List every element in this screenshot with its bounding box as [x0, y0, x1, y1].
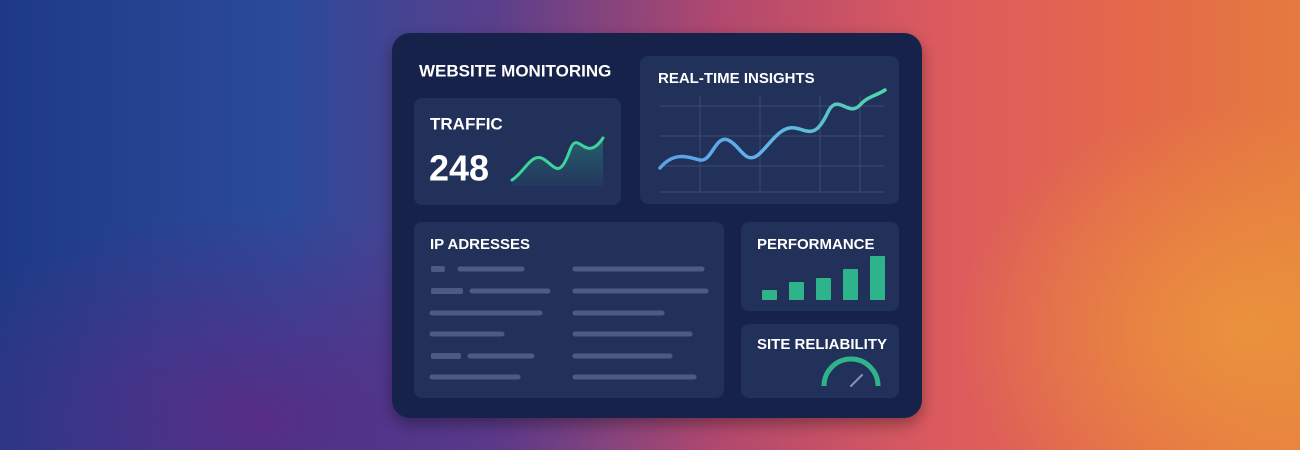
performance-title: PERFORMANCE	[757, 236, 875, 253]
ip-placeholder-glyphs	[431, 266, 463, 359]
traffic-title: TRAFFIC	[430, 114, 503, 133]
insights-card	[640, 56, 899, 204]
reliability-title: SITE RELIABILITY	[757, 336, 887, 353]
insights-title: REAL-TIME INSIGHTS	[658, 70, 815, 87]
reliability-gauge	[821, 356, 881, 387]
insights-line	[658, 88, 887, 170]
performance-card	[741, 222, 899, 311]
performance-bars	[762, 256, 885, 300]
insights-grid	[660, 96, 884, 193]
ip-placeholder-rows	[429, 266, 709, 380]
ip-title: IP ADRESSES	[430, 236, 530, 253]
traffic-sparkline	[510, 136, 605, 182]
panel-title: WEBSITE MONITORING	[419, 61, 611, 80]
reliability-card	[741, 324, 899, 398]
traffic-value: 248	[429, 148, 489, 189]
gauge-needle	[850, 374, 863, 387]
traffic-area	[512, 138, 603, 186]
